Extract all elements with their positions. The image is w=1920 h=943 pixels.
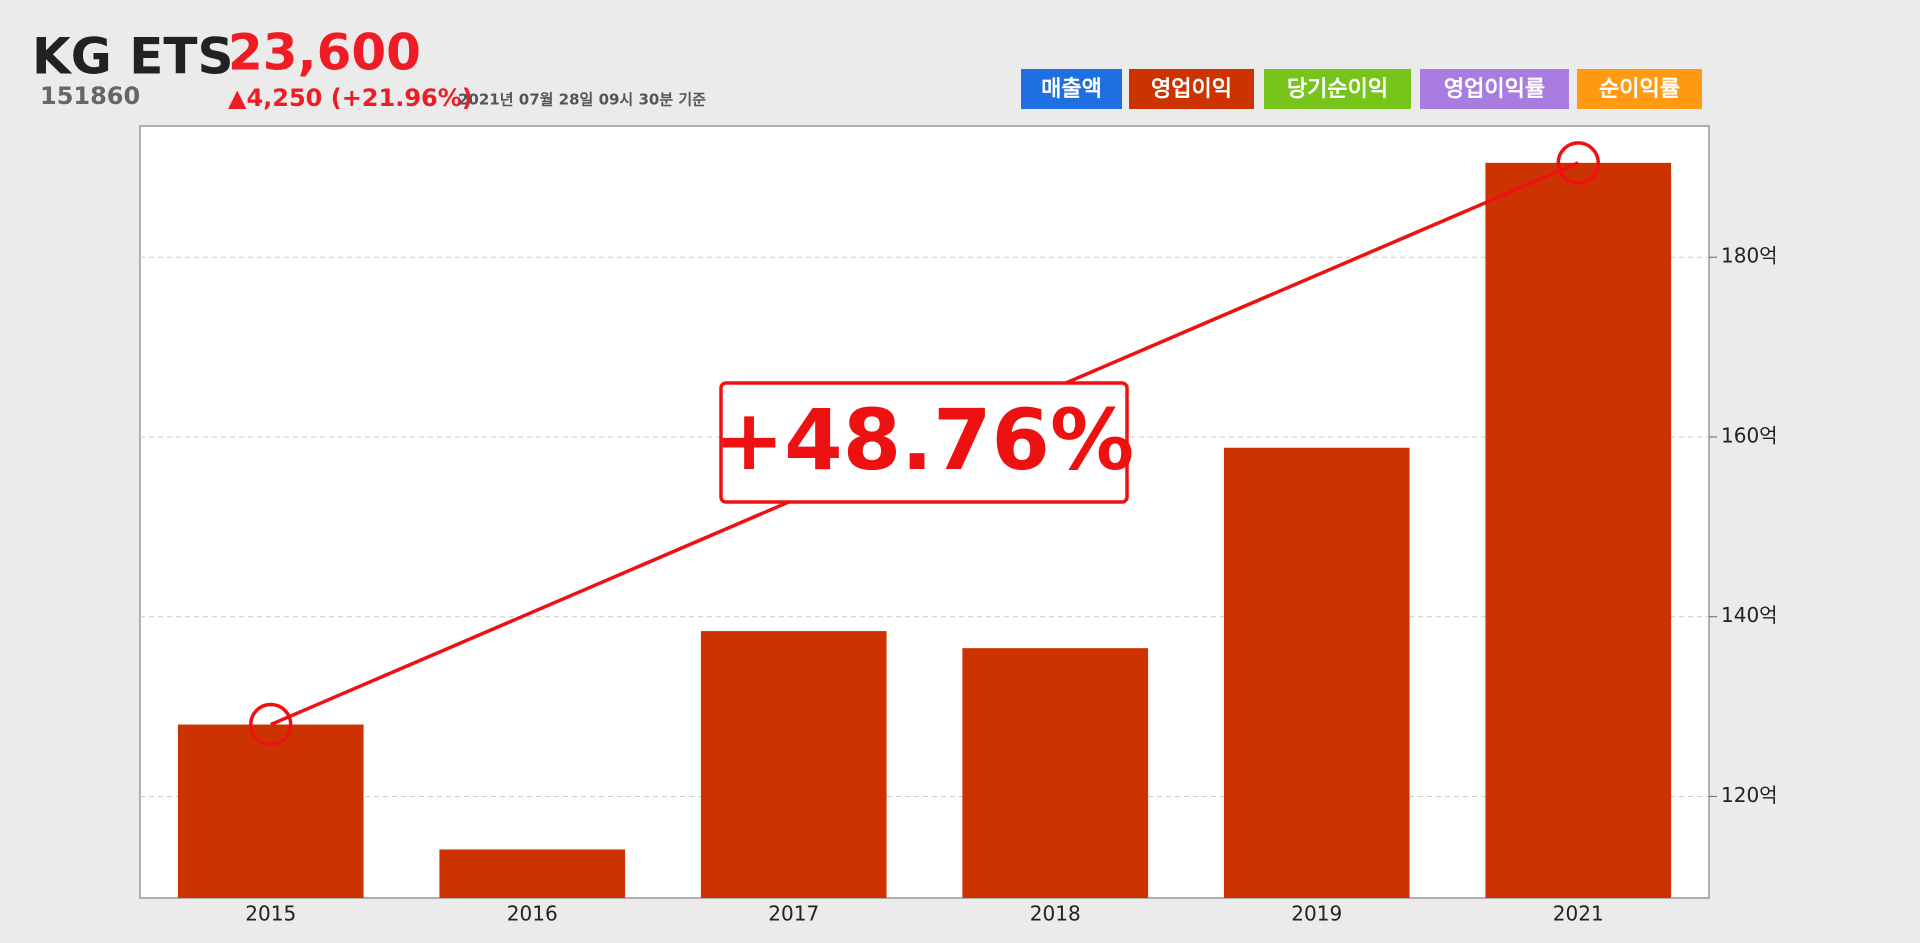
bar xyxy=(962,648,1149,898)
annotation: +48.76% xyxy=(714,391,1134,489)
plot-area xyxy=(139,125,1710,899)
tab-button[interactable] xyxy=(1577,69,1702,109)
y-tick-label: 180억 xyxy=(1721,244,1778,268)
x-tick-label: 2016 xyxy=(507,902,558,926)
x-tick-label: 2018 xyxy=(1030,902,1081,926)
timestamp: 2021년 07월 28일 09시 30분 기준 xyxy=(458,91,706,109)
x-tick-label: 2017 xyxy=(768,902,819,926)
bar xyxy=(1485,162,1672,898)
annotation-box xyxy=(719,381,1129,504)
bar xyxy=(439,849,626,898)
stock-price: 23,600 xyxy=(228,24,421,82)
x-tick-label: 2019 xyxy=(1291,902,1342,926)
price-change: ▲4,250 (+21.96%) xyxy=(228,84,473,112)
tab-label[interactable]: 순이익률 xyxy=(1599,77,1680,102)
tab-button[interactable] xyxy=(1021,69,1122,109)
y-tick-label: 140억 xyxy=(1721,603,1778,627)
trend-endpoint xyxy=(1556,141,1600,185)
bar xyxy=(700,631,887,898)
y-tick-label: 120억 xyxy=(1721,783,1778,807)
trend-endpoint xyxy=(249,702,293,747)
tab-label[interactable]: 당기순이익 xyxy=(1287,77,1388,102)
x-tick-label: 2021 xyxy=(1553,902,1604,926)
tab-label[interactable]: 매출액 xyxy=(1041,77,1102,102)
stock-code: 151860 xyxy=(40,82,140,110)
tab-button[interactable] xyxy=(1420,69,1569,109)
tab-label[interactable]: 영업이익률 xyxy=(1444,77,1545,102)
tab-button[interactable] xyxy=(1264,69,1411,109)
stock-name: KG ETS xyxy=(32,28,233,86)
y-tick-label: 160억 xyxy=(1721,423,1778,447)
tab-label[interactable]: 영업이익 xyxy=(1151,77,1232,102)
tab-button[interactable] xyxy=(1129,69,1254,109)
bar xyxy=(177,724,364,898)
bar xyxy=(1223,447,1410,898)
x-tick-label: 2015 xyxy=(245,902,296,926)
